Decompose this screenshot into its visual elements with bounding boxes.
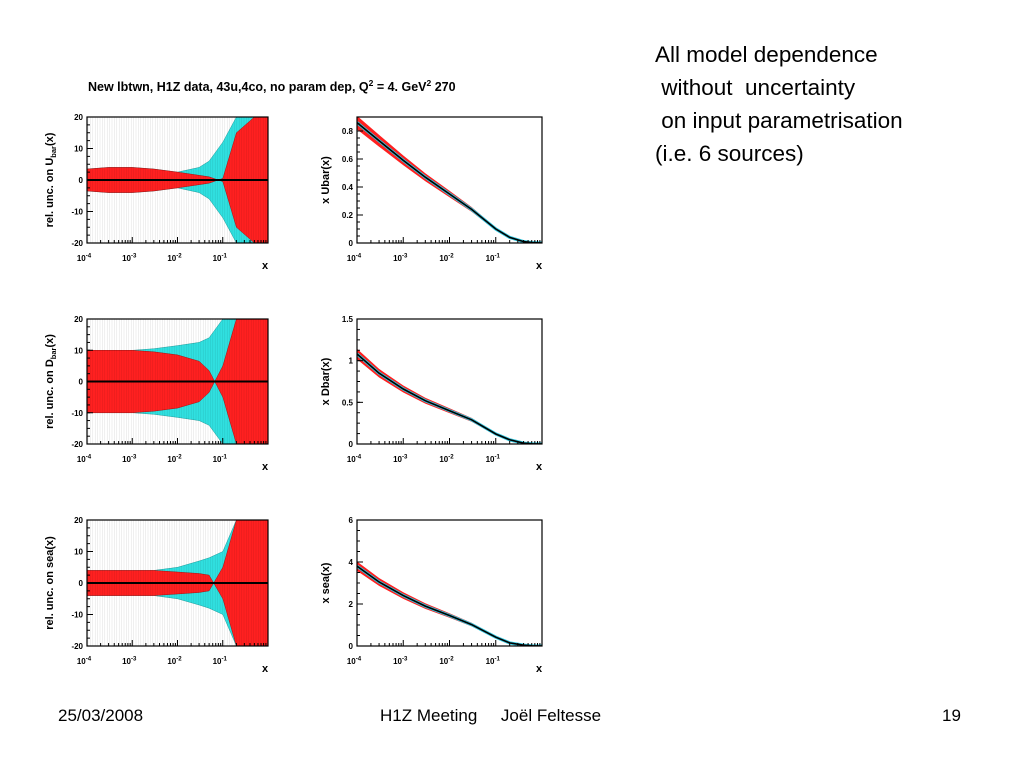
y-tick-label: 2 <box>349 600 354 609</box>
x-tick-label: 10-2​ <box>167 453 182 464</box>
x-tick-label: 10-3​ <box>393 453 408 464</box>
central-curve <box>357 353 542 444</box>
x-tick-label: 10-3​ <box>122 655 137 666</box>
y-tick-label: 0 <box>349 642 354 651</box>
y-tick-label: 20 <box>74 516 83 525</box>
x-tick-label: 10-3​ <box>122 453 137 464</box>
y-axis-label: rel. unc. on Dbar​(x) <box>44 334 58 429</box>
x-tick-label: 10-3​ <box>122 252 137 263</box>
panel-2: 10-4​ 10-3​ 10-2​ 10-1​ x 0 0.2 0.4 0.6 0.8 x Ubar… <box>320 116 543 272</box>
y-axis-label: x Dbar(x) <box>320 357 332 405</box>
plot-area <box>87 520 268 646</box>
figure-title: New lbtwn, H1Z data, 43u,4co, no param d… <box>88 78 456 94</box>
x-tick-label: 10-1​ <box>486 252 501 263</box>
y-tick-label: 0.8 <box>342 127 354 136</box>
y-tick-label: 10 <box>74 548 83 557</box>
axes-frame <box>356 116 543 244</box>
footer-page-number: 19 <box>942 706 961 725</box>
y-tick-label: 0 <box>79 378 84 387</box>
y-tick-label: 0 <box>79 176 84 185</box>
x-tick-label: 10-3​ <box>393 252 408 263</box>
error-band <box>357 117 542 243</box>
footer-meeting: H1Z Meeting Joël Feltesse <box>380 706 602 725</box>
x-tick-label: 10-2​ <box>439 252 454 263</box>
error-band <box>357 561 542 646</box>
x-tick-label: 10-3​ <box>393 655 408 666</box>
x-tick-label: 10-2​ <box>439 655 454 666</box>
panel-1: 10-4​ 10-3​ 10-2​ 10-1​ x -20 -10 0 10 20 rel. unc… <box>44 113 269 272</box>
plot-area <box>357 561 542 646</box>
y-tick-label: 20 <box>74 113 83 122</box>
y-tick-label: 10 <box>74 346 83 355</box>
panel-6: 10-4​ 10-3​ 10-2​ 10-1​ x 0 2 4 6 x sea(x) <box>320 516 543 675</box>
panel-3: 10-4​ 10-3​ 10-2​ 10-1​ x -20 -10 0 10 20 rel. unc… <box>44 315 269 473</box>
outer-curve <box>357 352 542 444</box>
x-tick-label: 10-4​ <box>347 252 362 263</box>
plot-area <box>357 348 542 444</box>
note-line: on input parametrisation <box>655 108 903 133</box>
y-tick-label: 0.5 <box>342 398 354 407</box>
panel-5: 10-4​ 10-3​ 10-2​ 10-1​ x -20 -10 0 10 20 rel. unc… <box>44 516 269 675</box>
x-axis-label: x <box>262 663 269 675</box>
note-line: without uncertainty <box>655 75 856 100</box>
x-axis-label: x <box>262 461 269 473</box>
x-tick-label: 10-1​ <box>213 252 228 263</box>
y-tick-label: 4 <box>349 558 354 567</box>
x-tick-label: 10-1​ <box>486 655 501 666</box>
y-axis-label: rel. unc. on sea(x) <box>44 536 56 630</box>
error-band <box>357 348 542 444</box>
y-tick-label: 10 <box>74 145 83 154</box>
plot-area <box>357 117 542 243</box>
y-tick-label: 1.5 <box>342 315 354 324</box>
note-line: (i.e. 6 sources) <box>655 141 804 166</box>
y-tick-label: 0.4 <box>342 183 354 192</box>
x-tick-label: 10-1​ <box>486 453 501 464</box>
x-tick-label: 10-2​ <box>167 252 182 263</box>
x-axis-label: x <box>536 260 543 272</box>
y-tick-label: 0.2 <box>342 211 354 220</box>
x-tick-label: 10-4​ <box>77 453 92 464</box>
central-curve <box>357 565 542 646</box>
y-tick-label: 0.6 <box>342 155 354 164</box>
x-axis-label: x <box>536 461 543 473</box>
x-tick-label: 10-4​ <box>347 453 362 464</box>
note-text: All model dependence without uncertainty… <box>655 38 903 170</box>
y-tick-label: -20 <box>71 239 83 248</box>
y-axis-label: rel. unc. on Ubar​(x) <box>44 132 58 227</box>
outer-curve <box>357 564 542 646</box>
note-line: All model dependence <box>655 42 878 67</box>
x-axis-label: x <box>536 663 543 675</box>
y-axis-label: x sea(x) <box>320 562 332 603</box>
x-tick-label: 10-2​ <box>167 655 182 666</box>
y-tick-label: 1 <box>349 357 354 366</box>
x-tick-label: 10-4​ <box>77 655 92 666</box>
y-tick-label: 6 <box>349 516 354 525</box>
y-tick-label: 0 <box>79 579 84 588</box>
x-tick-label: 10-1​ <box>213 655 228 666</box>
y-tick-label: -10 <box>71 208 83 217</box>
x-tick-label: 10-4​ <box>347 655 362 666</box>
y-tick-label: -20 <box>71 440 83 449</box>
y-tick-label: -10 <box>71 409 83 418</box>
x-tick-label: 10-2​ <box>439 453 454 464</box>
y-tick-label: -20 <box>71 642 83 651</box>
axes-frame <box>356 318 543 445</box>
plot-area <box>87 319 268 444</box>
y-tick-label: 0 <box>349 440 354 449</box>
y-tick-label: -10 <box>71 611 83 620</box>
y-axis-label: x Ubar(x) <box>320 156 332 204</box>
x-axis-label: x <box>262 260 269 272</box>
x-tick-label: 10-4​ <box>77 252 92 263</box>
x-tick-label: 10-1​ <box>213 453 228 464</box>
panel-4: 10-4​ 10-3​ 10-2​ 10-1​ x 0 0.5 1 1.5 x Dbar(x) <box>320 315 543 473</box>
central-curve <box>357 121 542 243</box>
y-tick-label: 20 <box>74 315 83 324</box>
plot-area <box>87 117 268 243</box>
y-tick-label: 0 <box>349 239 354 248</box>
footer-date: 25/03/2008 <box>58 706 144 725</box>
